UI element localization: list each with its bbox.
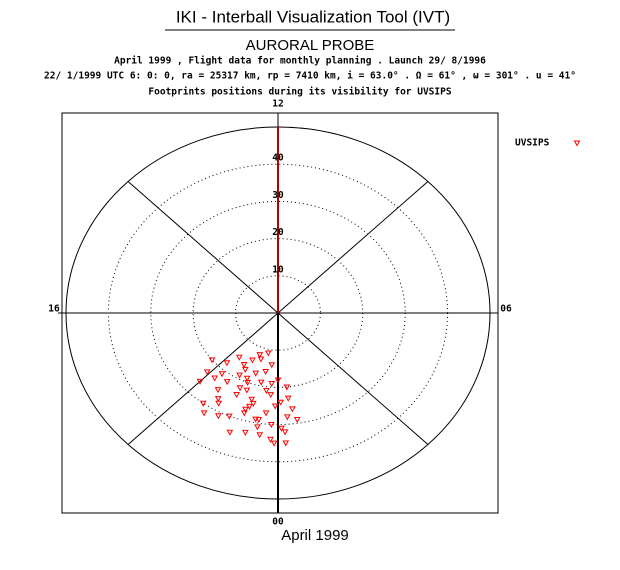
footprint-point	[268, 362, 276, 369]
footprint-point	[223, 360, 231, 367]
spoke	[127, 312, 279, 445]
grid-ring	[192, 238, 364, 388]
footprint-point	[233, 392, 240, 399]
footprint-point	[283, 384, 291, 391]
footprint-point	[277, 399, 285, 406]
footprint-point	[271, 403, 279, 410]
footprint-point	[267, 421, 275, 428]
footprint-point	[252, 370, 260, 377]
footprint-point	[203, 369, 211, 376]
footprint-point	[262, 410, 270, 417]
footprint-point	[255, 417, 263, 424]
footprint-point	[211, 375, 219, 382]
footprint-point	[235, 354, 243, 361]
info-line: 22/ 1/1999 UTC 6: 0: 0, ra = 25317 km, r…	[44, 71, 576, 82]
grid-ring	[150, 200, 406, 426]
footprint-point	[241, 366, 249, 373]
footprint-point	[246, 403, 253, 410]
footprint-point	[200, 410, 208, 417]
footprint-point	[225, 413, 233, 420]
x-axis-label: April 1999	[281, 527, 349, 544]
footprint-point	[262, 369, 269, 376]
footprint-point	[267, 392, 275, 399]
footprint-point	[289, 406, 296, 413]
spoke	[277, 181, 429, 314]
chart-title: Footprints positions during its visibili…	[148, 87, 451, 98]
footprint-point	[270, 440, 278, 447]
footprint-point	[256, 432, 264, 439]
footprint-point	[249, 400, 257, 407]
footprint-point	[263, 387, 270, 394]
r-tick-label: 30	[272, 190, 284, 201]
legend-label: UVSIPS	[515, 138, 550, 149]
footprint-point	[214, 413, 222, 420]
r-tick-label: 20	[272, 227, 284, 238]
footprint-point	[274, 377, 282, 384]
spoke	[127, 181, 279, 314]
footprint-point	[214, 387, 222, 394]
footprint-point	[284, 395, 292, 402]
footprint-point	[249, 357, 256, 364]
page-title: IKI - Interball Visualization Tool (IVT)	[176, 7, 450, 26]
footprint-point	[268, 380, 276, 387]
footprint-point	[257, 356, 265, 363]
footprint-point	[223, 379, 231, 386]
footprint-point	[257, 379, 265, 386]
footprint-point	[281, 429, 289, 436]
legend-marker	[573, 140, 581, 147]
subtitle: AURORAL PROBE	[246, 37, 375, 54]
footprint-point	[240, 410, 248, 417]
footprint-point	[218, 371, 226, 378]
footprint-point	[244, 379, 251, 386]
footprint-point	[248, 396, 256, 403]
theta-tick-label: 12	[272, 99, 283, 110]
footprint-point	[240, 362, 248, 369]
theta-tick-label: 16	[48, 304, 60, 315]
footprint-point	[208, 357, 216, 364]
footprint-point	[236, 385, 244, 392]
r-tick-label: 40	[272, 153, 284, 164]
footprint-point	[267, 436, 274, 443]
footprint-point	[283, 414, 291, 421]
theta-tick-label: 00	[272, 517, 284, 528]
footprint-point	[254, 424, 261, 431]
footprint-point	[196, 378, 204, 385]
spoke	[277, 312, 429, 445]
footprint-point	[214, 396, 222, 403]
footprint-point	[278, 425, 285, 432]
footprint-point	[226, 429, 234, 436]
footprint-point	[215, 400, 222, 407]
info-line: April 1999 , Flight data for monthly pla…	[114, 56, 486, 67]
footprint-point	[282, 440, 290, 447]
footprint-point	[236, 372, 243, 379]
footprint-point	[199, 400, 207, 407]
grid-ring	[107, 163, 449, 463]
theta-tick-label: 06	[500, 304, 512, 315]
footprint-point	[242, 406, 249, 413]
footprint-point	[293, 417, 301, 424]
footprint-point	[243, 375, 251, 382]
footprint-point	[256, 352, 264, 359]
footprint-point	[264, 350, 272, 357]
footprint-point	[252, 416, 259, 423]
grid-ring	[235, 275, 321, 351]
footprint-point	[241, 429, 249, 436]
r-tick-label: 10	[272, 264, 284, 275]
footprint-point	[243, 387, 251, 394]
